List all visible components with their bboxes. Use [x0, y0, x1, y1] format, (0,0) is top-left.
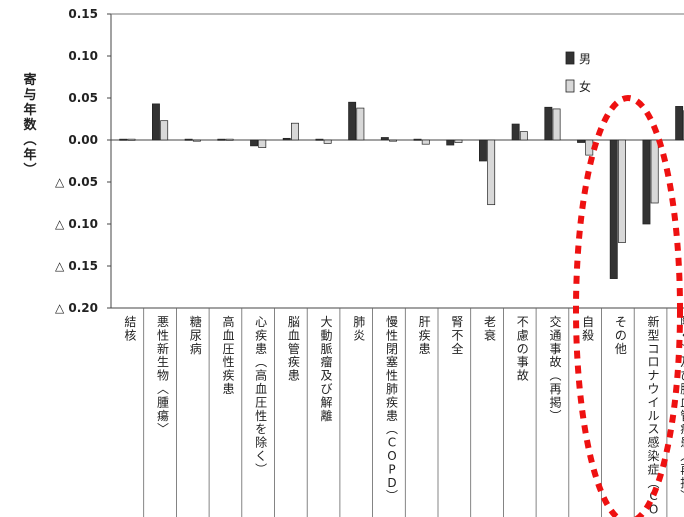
category-label: 肺炎	[353, 315, 365, 342]
bar-female	[127, 138, 136, 141]
bar-female	[225, 138, 234, 141]
bar-male	[511, 123, 520, 141]
annotation	[573, 95, 683, 517]
category-label: 糖尿病	[190, 314, 202, 356]
category-label: 高血圧性疾患	[222, 314, 234, 396]
legend-swatch	[565, 79, 575, 93]
category-label: 肝疾患	[419, 315, 431, 356]
y-axis-title: 寄与年数︵年︶	[22, 72, 37, 178]
bar-male	[446, 139, 455, 146]
category-labels: 結核 悪性新生物︿腫瘍﹀ 糖尿病 高血圧性疾患 心疾患︵高血圧性を除く︶ 脳血管疾患 大動脈…	[124, 314, 684, 517]
highlight-dotted-ellipse	[573, 95, 683, 517]
bar-male	[119, 138, 128, 141]
bar-male	[642, 139, 651, 225]
bar-female	[454, 139, 463, 143]
y-tick-label: △ 0.20	[55, 301, 98, 315]
y-tick-label: 0.10	[68, 49, 98, 63]
bar-female	[356, 107, 365, 141]
bar-male	[348, 101, 357, 141]
category-label: 不慮の事故	[517, 315, 529, 383]
bar-male	[282, 137, 291, 141]
axes	[107, 13, 684, 517]
bar-female	[160, 120, 169, 141]
category-label: 交通事故︵再掲︶	[549, 314, 561, 423]
bar-female	[389, 139, 398, 142]
bar-female	[617, 139, 626, 243]
bar-female	[323, 139, 332, 144]
bar-male	[152, 103, 160, 141]
category-label: 新型コロナウイルス感染症︵ C O	[648, 314, 660, 517]
category-label: 腎不全	[451, 315, 463, 356]
category-label: 自殺	[582, 315, 594, 342]
y-tick-label: △ 0.15	[55, 259, 98, 273]
y-axis-label: 寄与年数︵年︶	[22, 72, 37, 178]
bar-male	[250, 139, 258, 147]
category-label: 脳血管疾患	[288, 315, 300, 383]
bar-female	[291, 122, 299, 141]
category-label: 慢性閉塞性肺疾患︵ C O P D ︶	[386, 315, 398, 503]
bar-female	[650, 139, 659, 204]
bar-female	[552, 108, 561, 141]
category-label: 結核	[124, 315, 136, 342]
bar-male	[380, 137, 389, 141]
bar-male	[479, 139, 487, 162]
category-label: その他	[615, 315, 627, 356]
bar-male	[675, 106, 684, 141]
bar-female	[487, 139, 496, 206]
y-tick-label: 0.05	[68, 91, 98, 105]
bar-male	[577, 139, 586, 143]
bars	[119, 101, 684, 279]
bar-male	[315, 138, 324, 141]
bar-female	[192, 139, 201, 142]
category-label: 心疾患︵高血圧性を除く︶	[255, 315, 267, 476]
bar-male	[217, 138, 226, 141]
legend-swatch	[565, 51, 575, 65]
y-tick-label: △ 0.05	[55, 175, 98, 189]
y-axis-ticks: 0.15 0.10 0.05 0.00 △ 0.05 △ 0.10 △ 0.15 △ 0.20	[55, 7, 98, 315]
category-label: 老衰	[484, 315, 496, 342]
bar-male	[609, 139, 618, 279]
category-label: 大動脈瘤及び解離	[321, 315, 333, 423]
legend: 男女	[565, 51, 591, 94]
bar-male	[184, 138, 193, 141]
y-tick-label: 0.15	[68, 7, 98, 21]
bar-male	[413, 138, 422, 141]
bar-male	[544, 106, 553, 141]
category-label: 悪性新生物︿腫瘍﹀	[157, 315, 169, 436]
bar-female	[421, 139, 430, 145]
bar-female	[258, 139, 267, 148]
category-label: 除く︶及び脳血管疾患︵再掲︶	[680, 314, 684, 503]
legend-label: 男	[579, 52, 591, 66]
y-tick-label: 0.00	[68, 133, 98, 147]
bar-female	[519, 131, 528, 141]
y-tick-label: △ 0.10	[55, 217, 98, 231]
legend-label: 女	[579, 79, 591, 94]
